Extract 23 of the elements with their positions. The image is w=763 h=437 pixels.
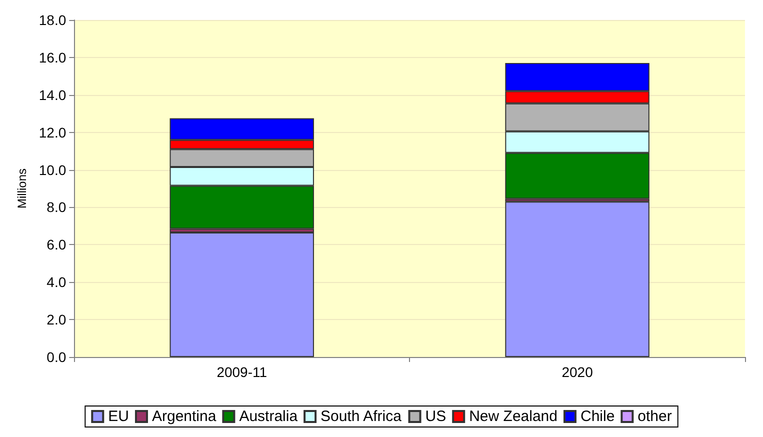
legend-label: New Zealand (469, 408, 558, 425)
y-tick-label: 8.0 (46, 199, 66, 216)
y-tick-label: 2.0 (46, 312, 66, 328)
x-tick-label: 2020 (562, 364, 594, 380)
y-axis-title: Millions (15, 168, 29, 209)
legend-label: South Africa (320, 408, 402, 425)
legend-label: EU (108, 408, 129, 425)
y-tick-label: 6.0 (46, 236, 66, 253)
y-tick-label: 0.0 (46, 349, 66, 365)
y-tick-label: 12.0 (38, 124, 66, 140)
legend-label: US (425, 408, 446, 425)
legend-label: Australia (239, 408, 298, 425)
bar (170, 232, 314, 357)
y-tick-label: 16.0 (38, 49, 66, 66)
legend-label: Argentina (152, 408, 217, 425)
x-tick-label: 2009-11 (216, 364, 268, 380)
legend-label: other (638, 408, 672, 425)
y-tick-label: 14.0 (38, 86, 66, 103)
legend-label: Chile (580, 408, 615, 425)
bar (505, 202, 650, 357)
y-tick-label: 10.0 (38, 162, 66, 178)
y-tick-label: 18.0 (38, 12, 66, 28)
y-tick-label: 4.0 (46, 274, 66, 290)
